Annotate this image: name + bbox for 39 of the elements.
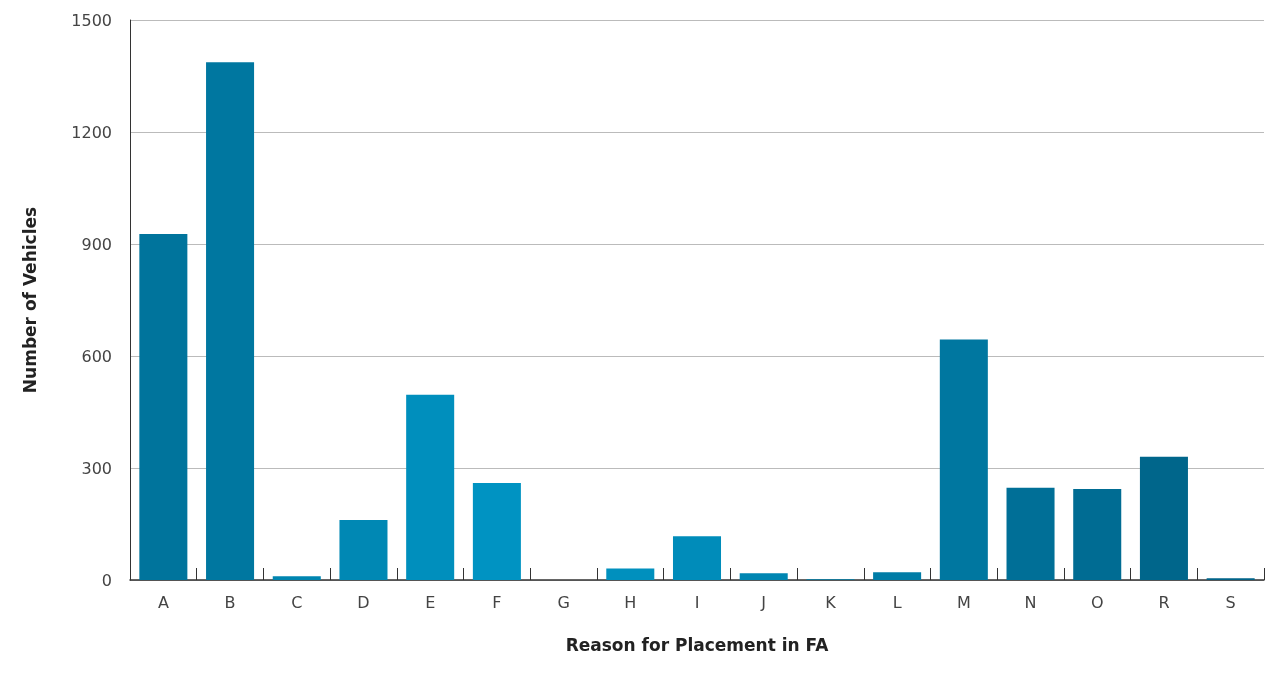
x-axis-title: Reason for Placement in FA [565, 634, 830, 655]
bar [406, 394, 455, 580]
y-tick-label: 0 [101, 570, 112, 590]
x-tick-label: D [357, 592, 370, 612]
bar [206, 62, 255, 580]
y-tick-label: 600 [81, 346, 112, 366]
x-tick-label: O [1090, 592, 1104, 612]
x-tick-label: B [224, 592, 236, 612]
bar [606, 568, 655, 580]
x-tick-label: G [557, 592, 570, 612]
y-tick-label: 300 [81, 458, 112, 478]
bar [1073, 488, 1122, 580]
bar [939, 339, 988, 580]
y-axis-title: Number of Vehicles [19, 206, 40, 394]
x-tick-label: J [760, 592, 767, 612]
bar [139, 233, 188, 580]
x-tick-label: M [956, 592, 971, 612]
bar [873, 572, 922, 580]
x-tick-label: R [1158, 592, 1170, 612]
bar [672, 536, 722, 580]
bar [339, 519, 388, 580]
x-tick-label: S [1225, 592, 1236, 612]
x-tick-label: C [291, 592, 303, 612]
bar [272, 576, 321, 580]
x-tick-label: I [694, 592, 700, 612]
x-tick-label: E [425, 592, 436, 612]
x-tick-label: F [492, 592, 502, 612]
x-tick-label: L [892, 592, 902, 612]
y-tick-label: 900 [81, 234, 112, 254]
bar [1006, 487, 1055, 580]
bar [472, 482, 521, 580]
bar [739, 573, 788, 580]
y-tick-label: 1200 [71, 122, 112, 142]
bar [1139, 456, 1188, 580]
x-tick-label: N [1024, 592, 1037, 612]
x-tick-label: K [825, 592, 837, 612]
x-tick-label: H [624, 592, 637, 612]
x-tick-label: A [157, 592, 169, 612]
y-tick-label: 1500 [71, 10, 112, 30]
